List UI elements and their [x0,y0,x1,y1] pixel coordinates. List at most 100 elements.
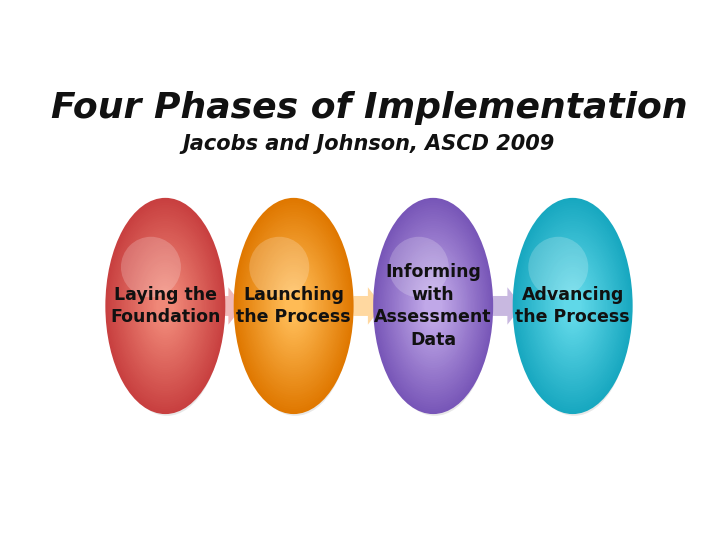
Ellipse shape [396,239,470,373]
Ellipse shape [127,237,204,375]
Ellipse shape [123,230,207,382]
Ellipse shape [534,237,611,375]
Ellipse shape [538,244,607,368]
Text: Informing
with
Assessment
Data: Informing with Assessment Data [374,262,492,349]
Ellipse shape [234,198,354,414]
Ellipse shape [521,212,625,400]
Ellipse shape [379,210,487,403]
Ellipse shape [281,283,307,329]
Ellipse shape [112,210,219,403]
Ellipse shape [414,272,452,341]
Ellipse shape [108,202,222,409]
Ellipse shape [389,237,449,298]
Ellipse shape [411,267,455,345]
Ellipse shape [539,246,606,366]
Ellipse shape [377,205,490,407]
Ellipse shape [549,265,595,347]
Ellipse shape [541,248,605,363]
Ellipse shape [544,253,602,359]
Ellipse shape [138,258,192,354]
Ellipse shape [131,244,200,368]
Ellipse shape [387,223,479,389]
Ellipse shape [419,281,447,332]
FancyArrow shape [493,287,522,325]
Ellipse shape [549,262,597,350]
Ellipse shape [554,274,590,338]
Text: Four Phases of Implementation: Four Phases of Implementation [50,91,688,125]
Ellipse shape [156,290,174,322]
Ellipse shape [258,241,330,370]
Text: Jacobs and Johnson, ASCD 2009: Jacobs and Johnson, ASCD 2009 [183,134,555,154]
Ellipse shape [279,278,309,334]
Ellipse shape [528,225,617,387]
Ellipse shape [408,260,459,352]
Ellipse shape [238,205,350,407]
Ellipse shape [271,265,317,347]
Ellipse shape [514,200,631,412]
Ellipse shape [136,253,194,359]
Ellipse shape [527,223,618,389]
Ellipse shape [423,287,444,325]
Ellipse shape [422,285,445,327]
Ellipse shape [118,221,212,391]
Ellipse shape [261,246,327,366]
Ellipse shape [251,230,336,382]
Ellipse shape [546,258,600,354]
Ellipse shape [405,255,462,356]
Ellipse shape [120,223,211,389]
Ellipse shape [417,276,450,336]
Ellipse shape [383,216,483,396]
Ellipse shape [146,272,184,341]
Ellipse shape [379,217,490,416]
Ellipse shape [279,281,307,332]
FancyArrow shape [214,287,243,325]
Ellipse shape [256,237,332,375]
Text: Launching
the Process: Launching the Process [236,286,351,326]
Ellipse shape [389,225,478,387]
Ellipse shape [424,290,442,322]
Ellipse shape [240,217,351,416]
Ellipse shape [143,267,187,345]
Ellipse shape [392,232,474,380]
Ellipse shape [381,212,485,400]
Ellipse shape [399,244,468,368]
Ellipse shape [404,253,462,359]
Ellipse shape [376,202,490,409]
Ellipse shape [386,221,480,391]
Ellipse shape [251,228,337,384]
Ellipse shape [533,234,612,377]
Ellipse shape [556,276,589,336]
Ellipse shape [245,219,342,394]
Ellipse shape [125,232,206,380]
Ellipse shape [145,269,186,343]
Ellipse shape [401,248,465,363]
Ellipse shape [391,230,475,382]
Ellipse shape [551,267,595,345]
Ellipse shape [415,274,451,338]
Ellipse shape [516,205,629,407]
Ellipse shape [276,274,312,338]
Ellipse shape [402,251,464,361]
Ellipse shape [135,251,196,361]
Ellipse shape [409,262,457,350]
Ellipse shape [117,219,214,394]
Ellipse shape [554,272,592,341]
Ellipse shape [256,239,330,373]
Ellipse shape [395,237,472,375]
Ellipse shape [110,207,220,405]
Ellipse shape [513,198,633,414]
Ellipse shape [378,207,488,405]
Ellipse shape [149,276,182,336]
Ellipse shape [526,221,620,391]
Ellipse shape [560,283,585,329]
Ellipse shape [547,260,598,352]
Ellipse shape [561,285,584,327]
Ellipse shape [259,244,328,368]
Ellipse shape [519,210,626,403]
Ellipse shape [248,223,340,389]
Ellipse shape [239,207,348,405]
Ellipse shape [246,221,341,391]
Text: Advancing
the Process: Advancing the Process [516,286,630,326]
Ellipse shape [262,248,325,363]
Ellipse shape [284,290,302,322]
